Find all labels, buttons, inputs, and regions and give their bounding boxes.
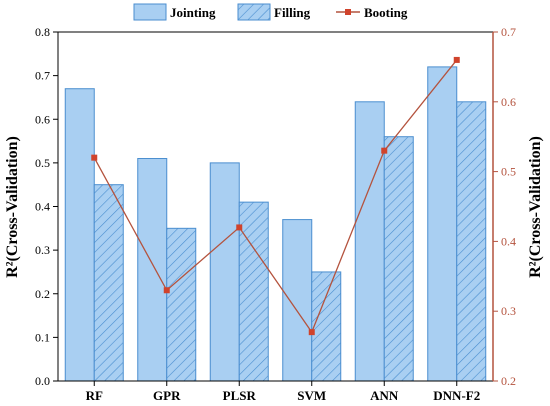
right-tick-label: 0.5 xyxy=(501,165,516,179)
left-tick-label: 0.4 xyxy=(35,200,50,214)
legend-filling-label: Filling xyxy=(274,5,311,20)
booting-point-rf xyxy=(91,154,98,161)
bar-jointing-plsr xyxy=(209,162,240,382)
legend-booting-label: Booting xyxy=(364,5,408,20)
x-tick-label-gpr: GPR xyxy=(153,388,181,403)
booting-point-gpr xyxy=(163,287,170,294)
left-tick-label: 0.1 xyxy=(35,330,50,344)
booting-point-plsr xyxy=(236,224,243,231)
legend: Jointing Filling Booting xyxy=(133,3,408,21)
bar-jointing-gpr xyxy=(137,158,168,382)
bar-filling-gpr xyxy=(166,227,197,382)
left-tick-label: 0.7 xyxy=(35,69,50,83)
left-tick-label: 0.3 xyxy=(35,243,50,257)
legend-jointing-swatch xyxy=(133,3,167,21)
plot-area: 0.0 0.1 0.2 0.3 0.4 0.5 0.6 0.7 0.8 0.2 0.3 0.4 0.5 0… xyxy=(35,25,516,403)
legend-filling-swatch xyxy=(237,3,271,21)
left-axis-title: R²(Cross-Validation) xyxy=(4,136,21,278)
bar-filling-rf xyxy=(93,184,124,382)
x-tick-label-rf: RF xyxy=(86,388,103,403)
legend-booting-marker xyxy=(345,9,351,15)
booting-point-ann xyxy=(381,147,388,154)
booting-point-dnn-f2 xyxy=(453,56,460,63)
bar-filling-dnn-f2 xyxy=(456,101,487,382)
right-tick-label: 0.2 xyxy=(501,374,516,388)
booting-line xyxy=(93,59,458,334)
booting-point-svm xyxy=(308,329,315,336)
bar-jointing-dnn-f2 xyxy=(427,66,458,382)
bar-filling-ann xyxy=(383,136,414,382)
left-tick-label: 0.2 xyxy=(35,287,50,301)
x-tick-label-svm: SVM xyxy=(297,388,326,403)
bar-jointing-ann xyxy=(354,101,385,382)
left-tick-label: 0.0 xyxy=(35,374,50,388)
legend-jointing-label: Jointing xyxy=(170,5,216,20)
left-tick-label: 0.8 xyxy=(35,25,50,39)
right-axis-title: R²(Cross-Validation) xyxy=(527,136,544,278)
bar-filling-svm xyxy=(311,271,342,382)
right-tick-label: 0.4 xyxy=(501,234,516,248)
right-tick-label: 0.6 xyxy=(501,95,516,109)
x-tick-label-plsr: PLSR xyxy=(223,388,257,403)
bar-jointing-svm xyxy=(282,219,313,382)
right-tick-label: 0.3 xyxy=(501,304,516,318)
x-tick-label-dnn-f2: DNN-F2 xyxy=(433,388,480,403)
x-tick-label-ann: ANN xyxy=(370,388,399,403)
left-tick-label: 0.6 xyxy=(35,112,50,126)
bar-jointing-rf xyxy=(64,88,95,382)
right-tick-label: 0.7 xyxy=(501,25,516,39)
bar-filling-plsr xyxy=(238,201,269,382)
left-tick-label: 0.5 xyxy=(35,156,50,170)
